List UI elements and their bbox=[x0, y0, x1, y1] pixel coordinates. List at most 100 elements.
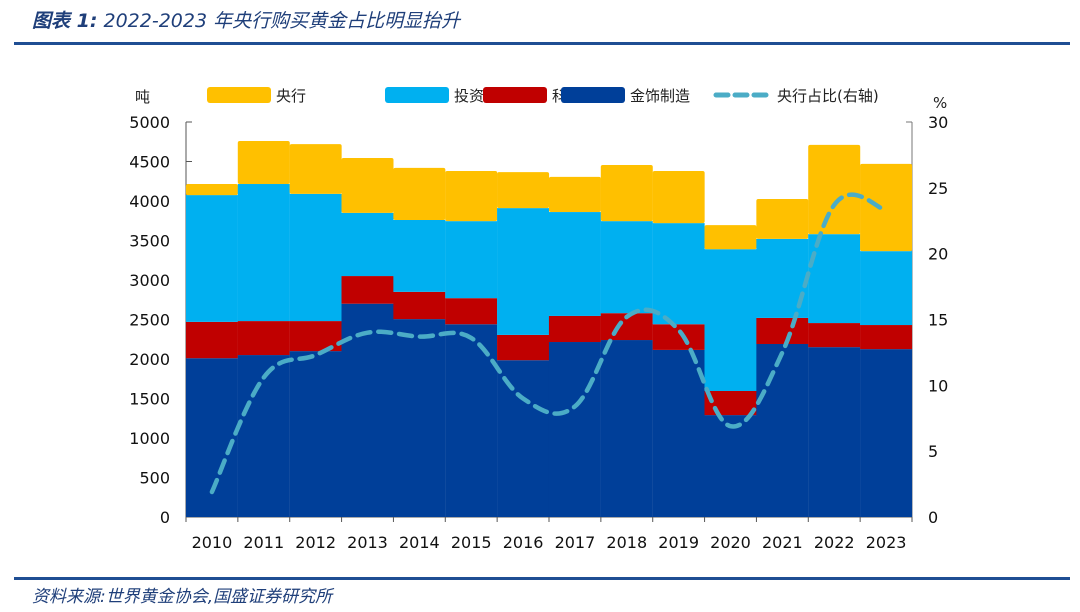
legend-swatch-technology bbox=[483, 87, 547, 103]
bar-investment bbox=[445, 221, 498, 299]
legend-label: 金饰制造 bbox=[630, 87, 690, 105]
bar-jewellery bbox=[704, 415, 757, 517]
bar-jewellery bbox=[237, 355, 290, 517]
bar-stack-2023 bbox=[860, 163, 913, 517]
y2-tick-label: 15 bbox=[928, 311, 948, 330]
bar-investment bbox=[341, 212, 394, 277]
y2-tick-label: 0 bbox=[928, 508, 938, 527]
y-tick-label: 2500 bbox=[129, 311, 170, 330]
bar-jewellery bbox=[393, 319, 446, 517]
y2-tick-label: 5 bbox=[928, 442, 938, 461]
figure-title: 图表 1: 2022-2023 年央行购买黄金占比明显抬升 bbox=[32, 6, 460, 33]
x-tick-label: 2018 bbox=[606, 533, 647, 552]
y-tick-label: 5000 bbox=[129, 113, 170, 132]
bar-stack-2010 bbox=[185, 184, 238, 517]
bar-technology bbox=[652, 324, 705, 350]
bar-central_bank bbox=[341, 157, 394, 213]
legend-label: 投资 bbox=[454, 87, 484, 105]
bar-technology bbox=[341, 276, 394, 304]
x-tick-label: 2016 bbox=[503, 533, 544, 552]
bar-jewellery bbox=[600, 340, 653, 517]
legend-swatch-jewellery bbox=[561, 87, 625, 103]
legend: 央行投资科技金饰制造央行占比(右轴) bbox=[207, 87, 879, 105]
bar-technology bbox=[497, 334, 550, 361]
bar-investment bbox=[237, 184, 290, 322]
legend-item-share_line: 央行占比(右轴) bbox=[713, 87, 879, 105]
bar-central_bank bbox=[237, 140, 290, 185]
bar-technology bbox=[756, 317, 809, 344]
legend-item-investment: 投资 bbox=[385, 87, 484, 105]
bar-investment bbox=[808, 234, 861, 324]
x-tick-label: 2022 bbox=[814, 533, 855, 552]
legend-label: 央行占比(右轴) bbox=[777, 87, 879, 105]
share-line-layer bbox=[209, 192, 889, 495]
bar-stack-2016 bbox=[497, 172, 550, 517]
bar-investment bbox=[185, 195, 238, 322]
bar-stack-2019 bbox=[652, 170, 705, 517]
bar-jewellery bbox=[756, 343, 809, 517]
y2-tick-label: 20 bbox=[928, 245, 948, 264]
bar-jewellery bbox=[289, 351, 342, 517]
y2-tick-label: 25 bbox=[928, 179, 948, 198]
legend-label: 央行 bbox=[276, 87, 306, 105]
bar-technology bbox=[548, 315, 601, 343]
x-tick-label: 2021 bbox=[762, 533, 803, 552]
bar-stack-2011 bbox=[237, 140, 290, 517]
bar-central_bank bbox=[600, 165, 653, 222]
bar-technology bbox=[393, 291, 446, 320]
y-tick-label: 0 bbox=[160, 508, 170, 527]
bar-central_bank bbox=[860, 163, 913, 252]
bar-stack-2014 bbox=[393, 167, 446, 517]
x-tick-label: 2012 bbox=[295, 533, 336, 552]
y2-tick-label: 30 bbox=[928, 113, 948, 132]
bar-central_bank bbox=[652, 170, 705, 224]
y-axis-unit-label: 吨 bbox=[135, 88, 150, 106]
title-divider bbox=[14, 42, 1070, 45]
bar-stack-2020 bbox=[704, 225, 757, 517]
bar-stack-2012 bbox=[289, 144, 342, 517]
x-tick-label: 2014 bbox=[399, 533, 440, 552]
bar-investment bbox=[600, 221, 653, 314]
bar-stack-2013 bbox=[341, 157, 394, 517]
bar-jewellery bbox=[548, 342, 601, 517]
bar-technology bbox=[860, 325, 913, 350]
figure-title-prefix: 图表 1: bbox=[32, 10, 98, 32]
x-tick-label: 2010 bbox=[192, 533, 233, 552]
x-tick-label: 2017 bbox=[555, 533, 596, 552]
x-tick-label: 2023 bbox=[866, 533, 907, 552]
y-tick-label: 3000 bbox=[129, 271, 170, 290]
bar-central_bank bbox=[704, 225, 757, 250]
y-tick-label: 500 bbox=[139, 469, 170, 488]
bar-investment bbox=[860, 251, 913, 326]
figure-title-text: 2022-2023 年央行购买黄金占比明显抬升 bbox=[103, 10, 461, 32]
bar-jewellery bbox=[497, 360, 550, 517]
central-bank-share-line bbox=[209, 192, 889, 495]
bar-stack-2018 bbox=[600, 165, 653, 517]
bars bbox=[185, 140, 913, 517]
bar-central_bank bbox=[185, 184, 238, 196]
bar-jewellery bbox=[341, 303, 394, 517]
bar-investment bbox=[652, 223, 705, 325]
bar-central_bank bbox=[497, 172, 550, 209]
bar-stack-2015 bbox=[445, 170, 498, 517]
bar-stack-2017 bbox=[548, 176, 601, 517]
bar-jewellery bbox=[808, 347, 861, 517]
bar-technology bbox=[185, 321, 238, 359]
bar-central_bank bbox=[548, 176, 601, 213]
y-tick-label: 3500 bbox=[129, 232, 170, 251]
bar-investment bbox=[497, 208, 550, 335]
bar-investment bbox=[289, 193, 342, 322]
source-note: 资料来源:世界黄金协会,国盛证券研究所 bbox=[32, 587, 333, 607]
x-tick-label: 2013 bbox=[347, 533, 388, 552]
bar-central_bank bbox=[756, 199, 809, 239]
bar-jewellery bbox=[860, 349, 913, 517]
bar-investment bbox=[704, 249, 757, 391]
legend-item-central_bank: 央行 bbox=[207, 87, 306, 105]
bar-technology bbox=[445, 298, 498, 325]
y2-axis-unit-label: % bbox=[933, 94, 947, 112]
bar-central_bank bbox=[808, 144, 861, 235]
x-tick-label: 2015 bbox=[451, 533, 492, 552]
bar-stack-2021 bbox=[756, 199, 809, 517]
bar-investment bbox=[548, 212, 601, 316]
